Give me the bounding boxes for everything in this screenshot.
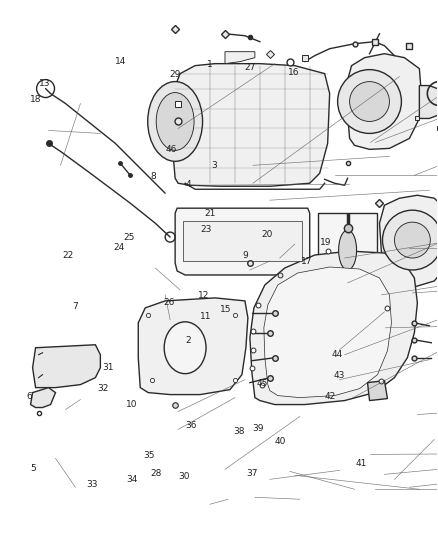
Text: 25: 25 — [124, 233, 135, 242]
Polygon shape — [264, 267, 392, 398]
Text: 13: 13 — [39, 79, 50, 88]
Text: 45: 45 — [257, 379, 268, 388]
Text: 15: 15 — [220, 304, 231, 313]
Polygon shape — [138, 298, 248, 394]
Text: 23: 23 — [200, 225, 212, 234]
Text: 44: 44 — [331, 350, 343, 359]
Bar — [318, 213, 378, 278]
Text: 33: 33 — [87, 480, 98, 489]
Text: 20: 20 — [261, 230, 273, 239]
Text: 29: 29 — [170, 70, 181, 79]
Text: 38: 38 — [233, 427, 244, 435]
Text: 40: 40 — [275, 438, 286, 446]
Text: 17: 17 — [300, 257, 312, 265]
Polygon shape — [32, 345, 100, 387]
Text: 35: 35 — [143, 450, 155, 459]
Text: 36: 36 — [185, 422, 196, 430]
Text: 8: 8 — [151, 172, 156, 181]
Text: 22: 22 — [63, 252, 74, 261]
Bar — [183, 221, 302, 261]
Polygon shape — [175, 208, 310, 275]
Text: 1: 1 — [207, 60, 213, 69]
Text: 31: 31 — [102, 363, 113, 372]
Polygon shape — [250, 251, 417, 405]
Text: 3: 3 — [212, 161, 218, 170]
Text: 41: 41 — [355, 458, 367, 467]
Polygon shape — [367, 381, 388, 401]
Text: 42: 42 — [325, 392, 336, 401]
Polygon shape — [419, 86, 438, 118]
Text: 12: 12 — [198, 291, 209, 300]
Polygon shape — [225, 52, 255, 63]
Text: 6: 6 — [26, 392, 32, 401]
Polygon shape — [31, 387, 56, 408]
Ellipse shape — [156, 93, 194, 150]
Text: 21: 21 — [205, 209, 216, 218]
Text: 2: 2 — [186, 336, 191, 345]
Text: 11: 11 — [200, 312, 212, 321]
Circle shape — [350, 82, 389, 122]
Text: 10: 10 — [126, 400, 138, 409]
Text: 7: 7 — [72, 302, 78, 311]
Text: 14: 14 — [115, 58, 127, 67]
Text: 43: 43 — [333, 371, 345, 380]
Text: 28: 28 — [150, 469, 161, 478]
Text: 4: 4 — [186, 180, 191, 189]
Polygon shape — [379, 195, 438, 287]
Text: 37: 37 — [246, 469, 258, 478]
Text: 32: 32 — [98, 384, 109, 393]
Ellipse shape — [339, 230, 357, 270]
Text: 46: 46 — [165, 145, 177, 154]
Text: 9: 9 — [242, 252, 248, 261]
Text: 16: 16 — [287, 68, 299, 77]
Text: 30: 30 — [178, 472, 190, 481]
Circle shape — [338, 70, 401, 133]
Text: 5: 5 — [31, 464, 36, 473]
Polygon shape — [346, 54, 421, 149]
Ellipse shape — [148, 82, 202, 161]
Text: 24: 24 — [113, 244, 124, 253]
Text: 18: 18 — [30, 95, 41, 103]
Text: 26: 26 — [163, 298, 174, 307]
Circle shape — [382, 210, 438, 270]
Ellipse shape — [164, 322, 206, 374]
Text: 19: 19 — [320, 238, 332, 247]
Polygon shape — [170, 63, 330, 186]
Text: 27: 27 — [244, 63, 255, 72]
Text: 39: 39 — [253, 424, 264, 433]
Text: 34: 34 — [126, 474, 138, 483]
Circle shape — [395, 222, 430, 258]
